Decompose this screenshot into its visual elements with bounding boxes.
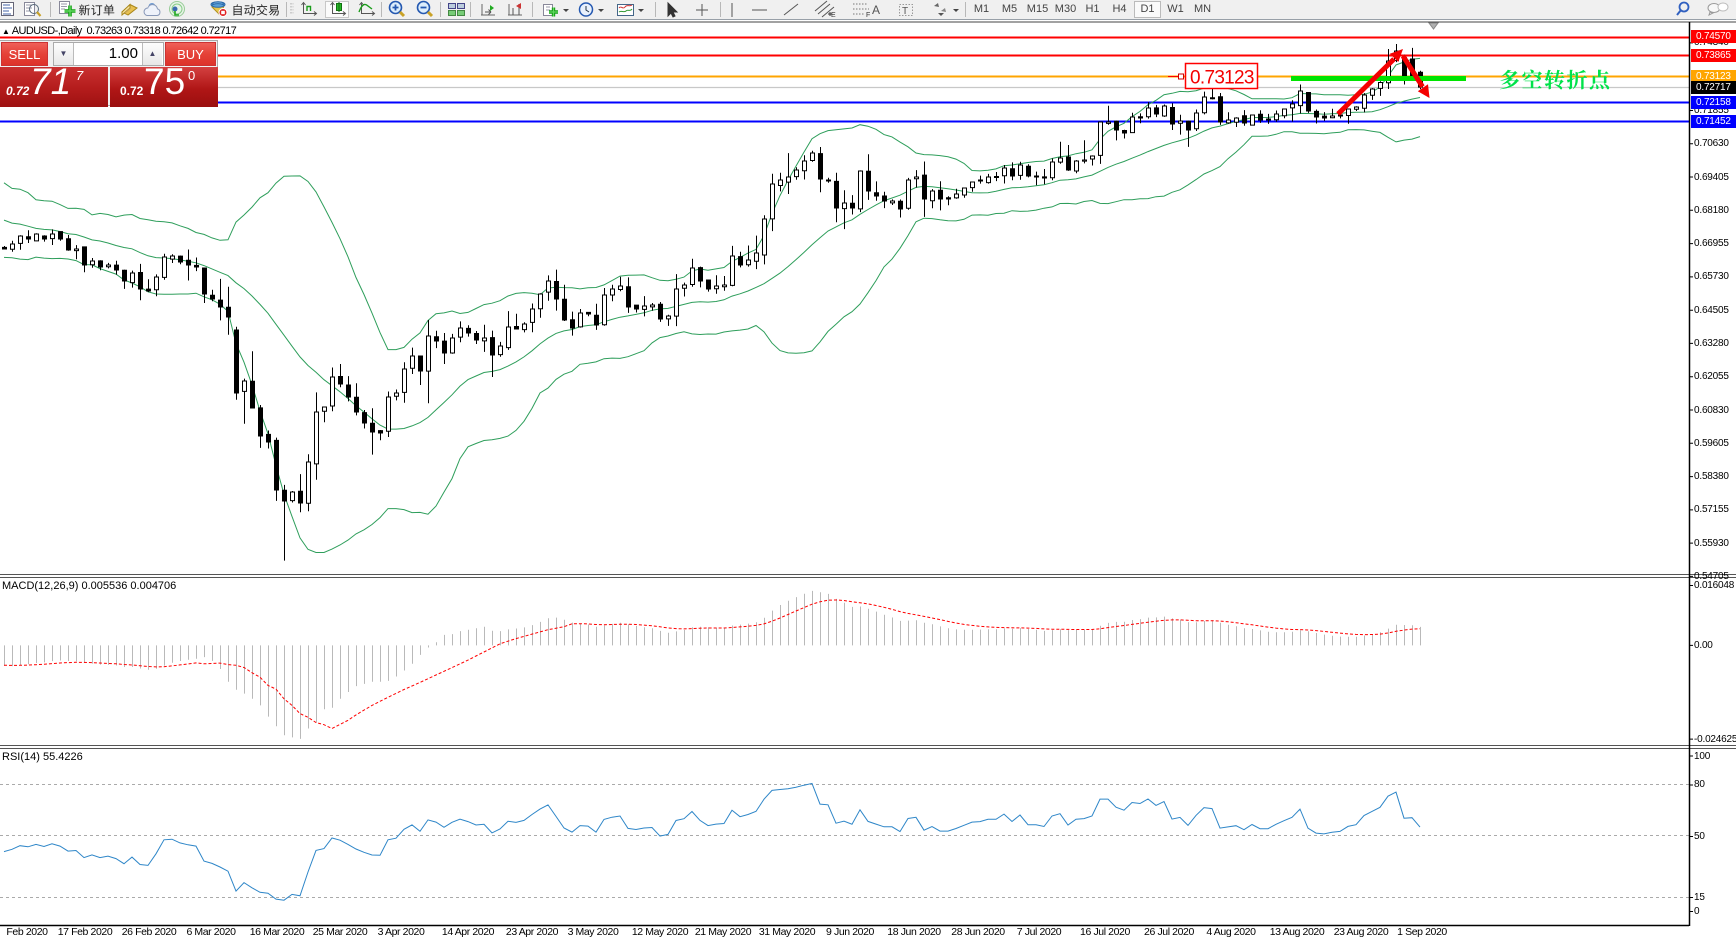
svg-text:F: F <box>866 12 870 19</box>
svg-text:A: A <box>872 3 880 17</box>
svg-text:0.73123: 0.73123 <box>1190 68 1254 89</box>
svg-text:T: T <box>902 6 908 17</box>
svg-text:E: E <box>831 12 836 19</box>
